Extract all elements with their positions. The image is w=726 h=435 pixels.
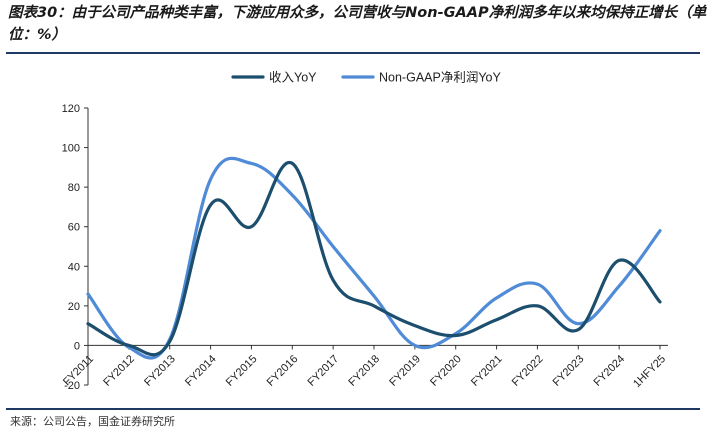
figure-source: 来源：公司公告，国金证券研究所 <box>10 415 175 428</box>
y-tick-label: -20 <box>64 380 80 392</box>
y-tick-label: 120 <box>62 103 80 115</box>
y-tick-label: 0 <box>74 340 80 352</box>
x-tick-label: FY2014 <box>183 353 219 389</box>
source-rule <box>6 408 700 410</box>
y-axis: -20 0 20 40 60 80 100 120 <box>62 103 89 392</box>
y-tick-label: 80 <box>68 182 80 194</box>
plot-area <box>86 156 662 360</box>
x-tick-label: FY2012 <box>101 353 137 389</box>
x-axis: FY2011 FY2012 FY2013 FY2014 FY2015 FY2016 FY20… <box>61 344 668 390</box>
x-tick-label: FY2019 <box>387 353 423 389</box>
series-line-revenue-yoy <box>86 160 662 357</box>
y-tick-label: 60 <box>68 222 80 234</box>
chart-legend: 收入YoY Non-GAAP净利润YoY <box>231 71 501 85</box>
title-rule <box>6 52 700 54</box>
x-tick-label: FY2015 <box>224 353 260 389</box>
x-tick-label: FY2021 <box>469 353 505 389</box>
figure-title: 图表30：由于公司产品种类丰富，下游应用众多，公司营收与Non-GAAP净利润多… <box>8 5 707 43</box>
x-tick-label: 1HFY25 <box>631 353 668 390</box>
y-tick-label: 40 <box>68 261 80 273</box>
x-tick-label: FY2024 <box>592 353 628 389</box>
line-chart: 收入YoY Non-GAAP净利润YoY -20 0 20 40 60 80 100 120 F… <box>61 71 668 393</box>
legend-nongaap-yoy-label: Non-GAAP净利润YoY <box>379 71 501 85</box>
y-tick-label: 20 <box>68 301 80 313</box>
y-tick-label: 100 <box>62 143 80 155</box>
x-tick-label: FY2016 <box>265 353 301 389</box>
x-tick-label: FY2022 <box>510 353 546 389</box>
x-tick-label: FY2018 <box>346 353 382 389</box>
x-tick-label: FY2017 <box>306 353 342 389</box>
legend-revenue-yoy-label: 收入YoY <box>269 71 317 85</box>
x-tick-label: FY2020 <box>428 353 464 389</box>
x-tick-label: FY2023 <box>551 353 587 389</box>
